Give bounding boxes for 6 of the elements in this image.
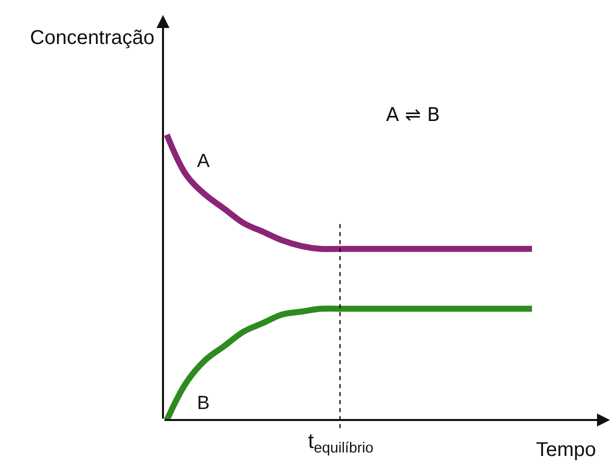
text: t$_{equilíbrio}$ (308, 430, 374, 456)
text: A ⇌ B (386, 104, 440, 126)
series-label: B (197, 393, 210, 414)
y-axis-title: Concentração (30, 27, 155, 49)
series-label: A (197, 151, 210, 172)
x-axis-title: Tempo (536, 439, 596, 461)
